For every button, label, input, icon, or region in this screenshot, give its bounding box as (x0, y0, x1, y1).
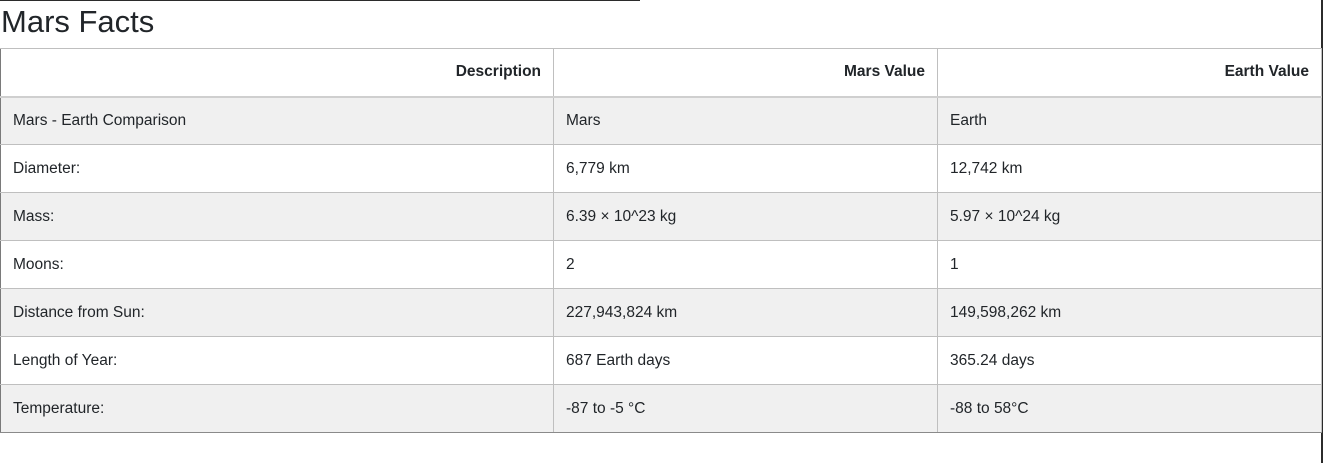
mars-value-cell: 6.39 × 10^23 kg (553, 192, 938, 241)
description-cell: Temperature: (0, 384, 554, 433)
earth-value-cell: 365.24 days (937, 336, 1322, 385)
description-cell: Distance from Sun: (0, 288, 554, 337)
table-row: Diameter: 6,779 km 12,742 km (0, 144, 1322, 193)
earth-value-cell: Earth (937, 96, 1322, 145)
mars-value-cell: 227,943,824 km (553, 288, 938, 337)
table-body: Mars - Earth Comparison Mars Earth Diame… (0, 96, 1322, 433)
description-cell: Diameter: (0, 144, 554, 193)
earth-value-cell: 149,598,262 km (937, 288, 1322, 337)
earth-value-cell: 12,742 km (937, 144, 1322, 193)
description-cell: Mass: (0, 192, 554, 241)
mars-value-cell: 687 Earth days (553, 336, 938, 385)
description-cell: Length of Year: (0, 336, 554, 385)
column-header-mars-value: Mars Value (553, 48, 938, 98)
header-row: Description Mars Value Earth Value (0, 48, 1322, 98)
mars-value-cell: 2 (553, 240, 938, 289)
table-row: Mars - Earth Comparison Mars Earth (0, 96, 1322, 145)
column-header-description: Description (0, 48, 554, 98)
page-title: Mars Facts (1, 4, 155, 39)
table-row: Temperature: -87 to -5 °C -88 to 58°C (0, 384, 1322, 433)
table-row: Mass: 6.39 × 10^23 kg 5.97 × 10^24 kg (0, 192, 1322, 241)
top-edge-divider (0, 0, 640, 1)
table-header: Description Mars Value Earth Value (0, 48, 1322, 98)
description-cell: Mars - Earth Comparison (0, 96, 554, 145)
table-row: Length of Year: 687 Earth days 365.24 da… (0, 336, 1322, 385)
column-header-earth-value: Earth Value (937, 48, 1322, 98)
earth-value-cell: 5.97 × 10^24 kg (937, 192, 1322, 241)
table-row: Distance from Sun: 227,943,824 km 149,59… (0, 288, 1322, 337)
earth-value-cell: 1 (937, 240, 1322, 289)
mars-value-cell: -87 to -5 °C (553, 384, 938, 433)
table-row: Moons: 2 1 (0, 240, 1322, 289)
mars-facts-table: Description Mars Value Earth Value Mars … (0, 48, 1322, 433)
right-edge-divider (1321, 0, 1323, 463)
mars-value-cell: Mars (553, 96, 938, 145)
earth-value-cell: -88 to 58°C (937, 384, 1322, 433)
description-cell: Moons: (0, 240, 554, 289)
mars-value-cell: 6,779 km (553, 144, 938, 193)
